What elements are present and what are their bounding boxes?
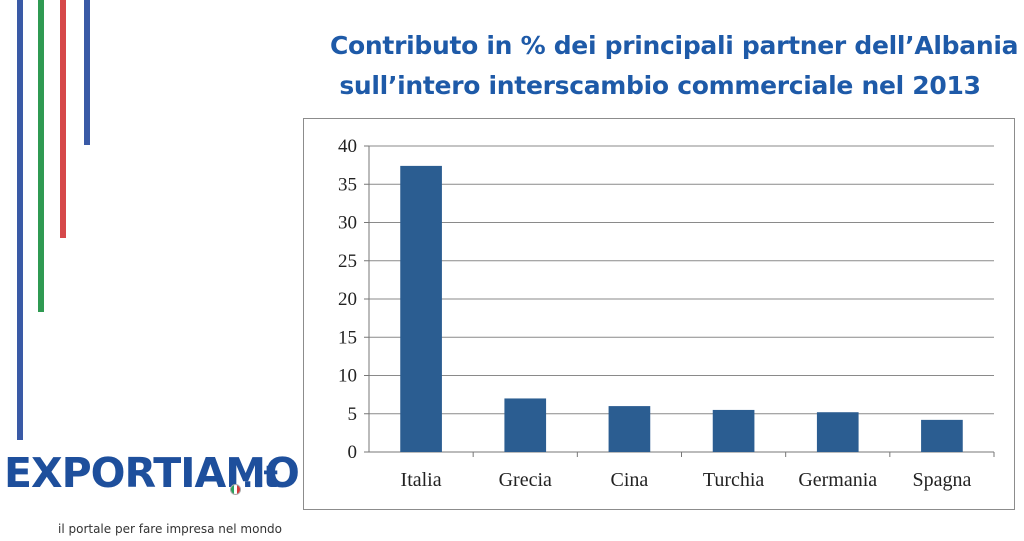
decor-stripe-red: [60, 0, 66, 238]
bar-germania: [816, 412, 859, 452]
decor-stripe-green: [38, 0, 44, 312]
decor-stripe-blue-short: [84, 0, 90, 145]
x-tick-label-cina: Cina: [611, 469, 649, 491]
x-tick-label-turchia: Turchia: [703, 469, 765, 491]
exportiamo-logo[interactable]: EXPORTIAMO .it: [4, 448, 304, 498]
logo-tagline: il portale per fare impresa nel mondo: [58, 522, 283, 536]
x-tick-label-grecia: Grecia: [499, 469, 552, 491]
italian-flag-dot-icon: [230, 484, 241, 495]
x-tick-label-italia: Italia: [401, 469, 442, 491]
chart-title-line-2: sull’intero interscambio commerciale nel…: [339, 71, 981, 100]
x-tick-label-spagna: Spagna: [912, 469, 971, 491]
y-tick-label: 5: [348, 404, 358, 425]
y-tick-label: 25: [338, 251, 357, 272]
bar-italia: [400, 165, 442, 452]
logo-wordmark: EXPORTIAMO: [4, 449, 300, 497]
y-tick-label: 15: [338, 327, 357, 348]
y-tick-label: 30: [338, 213, 357, 234]
bar-chart: 0 5 10 15 20 25 30 35 40 Italia Grecia Cina Turchia G…: [338, 136, 995, 491]
y-tick-label: 20: [338, 289, 357, 310]
chart-frame: 0 5 10 15 20 25 30 35 40 Italia Grecia Cina Turchia G…: [303, 118, 1015, 510]
chart-title: Contributo in % dei principali partner d…: [330, 26, 1019, 106]
y-tick-label: 10: [338, 366, 357, 387]
bar-turchia: [712, 409, 755, 452]
y-tick-label: 0: [348, 442, 358, 463]
bar-spagna: [921, 419, 963, 452]
bar-cina: [608, 406, 651, 452]
bar-grecia: [504, 398, 547, 452]
logo-domain-suffix: .it: [242, 460, 279, 495]
decor-stripe-blue: [17, 0, 23, 440]
y-tick-label: 35: [338, 174, 357, 195]
chart-title-line-1: Contributo in % dei principali partner d…: [330, 31, 1019, 60]
x-tick-label-germania: Germania: [798, 469, 877, 491]
y-tick-label: 40: [338, 136, 357, 157]
